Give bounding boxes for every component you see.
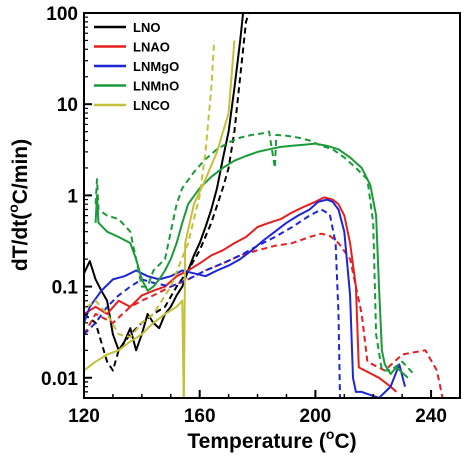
series-layer <box>84 13 444 398</box>
ticks-layer: 120 160 200 240 100 10 1 0.1 0.01 <box>41 4 447 427</box>
y-tick-label-0.01: 0.01 <box>41 369 78 390</box>
legend: LNO LNAO LNMgO LNMnO LNCO <box>94 20 179 113</box>
x-tick-label-200: 200 <box>300 406 332 427</box>
series-lnao-solid-line <box>84 196 398 393</box>
y-tick-label-1: 1 <box>67 186 78 207</box>
series-lnmgo-solid-line <box>84 198 406 398</box>
legend-label-lnco: LNCO <box>133 98 170 113</box>
x-tick-label-120: 120 <box>68 406 100 427</box>
series-lno-dashed-line <box>84 13 250 372</box>
y-tick-label-100: 100 <box>46 4 78 25</box>
y-tick-label-0.1: 0.1 <box>52 278 79 299</box>
y-axis-title-tail: C/min) <box>9 139 32 204</box>
x-tick-label-160: 160 <box>184 406 216 427</box>
x-axis-title-superscript: o <box>326 426 335 442</box>
x-axis-title: Temperature (oC) <box>187 426 356 453</box>
series-lnao-dashed-line <box>84 232 444 398</box>
x-axis-title-tail: C) <box>334 430 356 453</box>
plot-frame <box>83 12 461 399</box>
y-tick-label-10: 10 <box>57 95 78 116</box>
y-axis-title: dT/dt(oC/min) <box>5 139 32 271</box>
x-axis-title-main: Temperature ( <box>187 430 325 453</box>
legend-label-lnmgo: LNMgO <box>133 59 179 74</box>
y-axis-title-main: dT/dt( <box>9 213 32 271</box>
legend-label-lnmno: LNMnO <box>133 79 179 94</box>
legend-label-lno: LNO <box>133 20 160 35</box>
y-axis-title-superscript: o <box>5 204 21 213</box>
legend-label-lnao: LNAO <box>133 40 170 55</box>
x-tick-label-240: 240 <box>415 406 447 427</box>
series-lnmno-solid-line <box>94 142 409 379</box>
series-lnco-solid-line <box>84 40 236 398</box>
